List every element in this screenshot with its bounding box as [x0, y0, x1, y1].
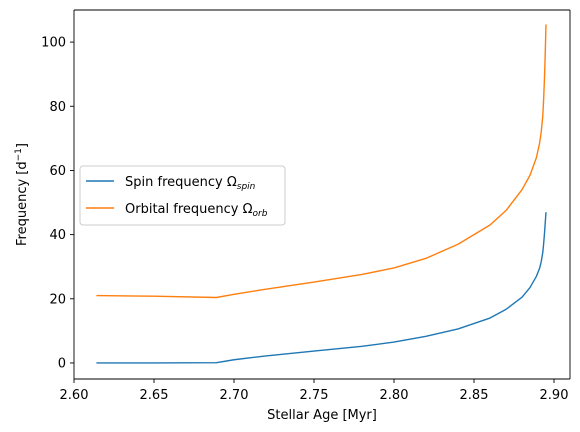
legend-label-orb: Orbital frequency Ωorb: [125, 202, 268, 219]
y-tick-label: 40: [49, 228, 66, 243]
y-tick-label: 20: [49, 292, 66, 307]
y-tick-label: 60: [49, 164, 66, 179]
axes-frame: [73, 9, 571, 380]
x-tick-label: 2.85: [460, 388, 489, 403]
legend: Spin frequency Ωspin Orbital frequency Ω…: [79, 165, 286, 226]
y-tick-label: 100: [41, 36, 66, 51]
orbital-frequency-line: [96, 24, 547, 299]
y-tick-label: 0: [58, 356, 66, 371]
legend-label-orb-sub: orb: [253, 209, 268, 219]
legend-label-orb-main: Orbital frequency Ω: [125, 202, 253, 217]
x-tick-label: 2.90: [540, 388, 569, 403]
series-layer: [96, 24, 547, 364]
y-axis-ticks: 0 20 40 60 80 100: [41, 36, 74, 371]
y-tick-label: 80: [49, 100, 66, 115]
x-axis-ticks: 2.60 2.65 2.70 2.75 2.80 2.85 2.90: [60, 379, 569, 403]
y-axis-label-exponent: −1: [14, 148, 24, 161]
x-tick-label: 2.60: [60, 388, 89, 403]
x-tick-label: 2.75: [300, 388, 329, 403]
x-axis-label: Stellar Age [Myr]: [267, 408, 377, 423]
y-axis-label: Frequency [d−1]: [14, 143, 30, 246]
legend-frame: [79, 165, 286, 226]
x-tick-label: 2.70: [220, 388, 249, 403]
legend-label-spin-main: Spin frequency Ω: [125, 175, 237, 190]
y-axis-label-end: ]: [15, 143, 30, 148]
x-tick-label: 2.65: [140, 388, 169, 403]
y-axis-label-main: Frequency [d: [15, 161, 30, 246]
legend-label-spin: Spin frequency Ωspin: [125, 175, 256, 192]
legend-label-spin-sub: spin: [237, 182, 256, 192]
spin-frequency-line: [96, 212, 547, 364]
x-tick-label: 2.80: [380, 388, 409, 403]
